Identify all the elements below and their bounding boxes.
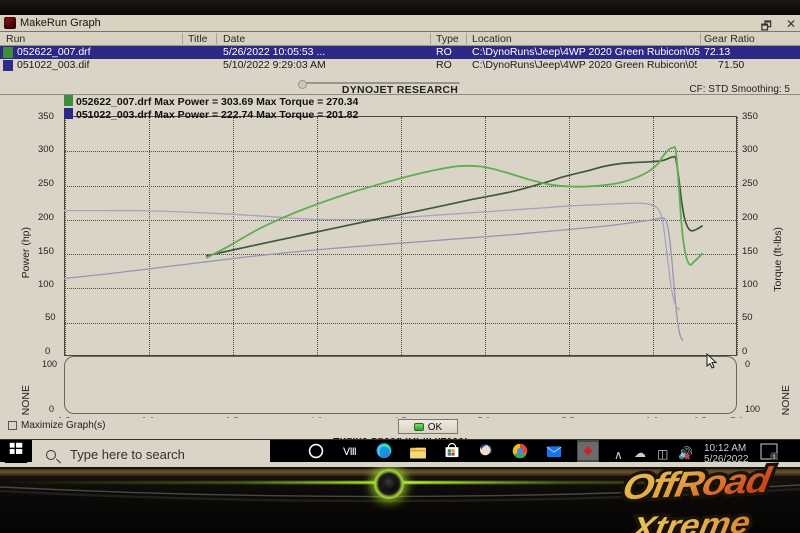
svg-text:❖: ❖	[583, 446, 593, 458]
svg-text:OffRoad: OffRoad	[619, 460, 775, 508]
svg-text:Ⅷ: Ⅷ	[343, 446, 357, 458]
svg-text:Xtreme: Xtreme	[627, 506, 753, 533]
